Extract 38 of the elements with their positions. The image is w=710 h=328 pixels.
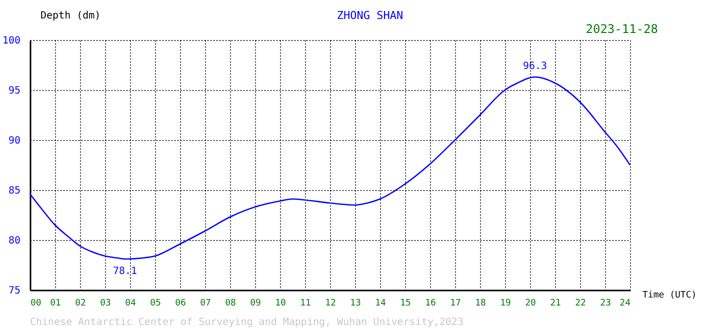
x-tick-label: 22 <box>575 298 586 308</box>
x-tick-label: 18 <box>475 298 486 308</box>
chart-title: ZHONG SHAN <box>336 9 404 22</box>
x-tick-label: 09 <box>250 298 261 308</box>
x-tick-label: 13 <box>350 298 361 308</box>
x-tick-label: 19 <box>500 298 511 308</box>
x-tick-label: 10 <box>275 298 286 308</box>
y-tick-label: 100 <box>2 36 20 46</box>
x-tick-label: 16 <box>425 298 436 308</box>
x-tick-label: 17 <box>450 298 461 308</box>
x-tick-label: 01 <box>50 298 61 308</box>
x-tick-label: 03 <box>100 298 111 308</box>
line-series <box>29 76 631 260</box>
y-tick-label: 85 <box>8 186 20 196</box>
x-tick-label: 23 <box>600 298 611 308</box>
data-label: 78.1 <box>112 266 138 277</box>
x-tick-label: 14 <box>375 298 386 308</box>
y-tick-label: 75 <box>8 286 20 296</box>
x-tick-label: 04 <box>125 298 136 308</box>
y-tick-label: 80 <box>8 236 20 246</box>
x-tick-label: 11 <box>300 298 311 308</box>
text: 2023-11-28 <box>586 22 658 36</box>
y-tick-label: 90 <box>8 136 20 146</box>
x-tick-label: 02 <box>75 298 86 308</box>
x-tick-label: 05 <box>150 298 161 308</box>
data-label: 96.3 <box>522 61 548 72</box>
x-tick-label: 20 <box>525 298 536 308</box>
y-axis-title: Depth (dm) <box>40 10 101 22</box>
x-axis-title: Time (UTC) <box>642 290 697 300</box>
x-tick-label: 08 <box>225 298 236 308</box>
x-tick-label: 07 <box>200 298 211 308</box>
x-tick-label: 06 <box>175 298 186 308</box>
x-tick-label: 24 <box>620 298 630 308</box>
x-tick-label: 00 <box>30 298 42 308</box>
x-tick-label: 21 <box>550 298 561 308</box>
x-tick-label: 12 <box>325 298 336 308</box>
x-tick-label: 15 <box>400 298 411 308</box>
y-tick-label: 95 <box>8 86 20 96</box>
